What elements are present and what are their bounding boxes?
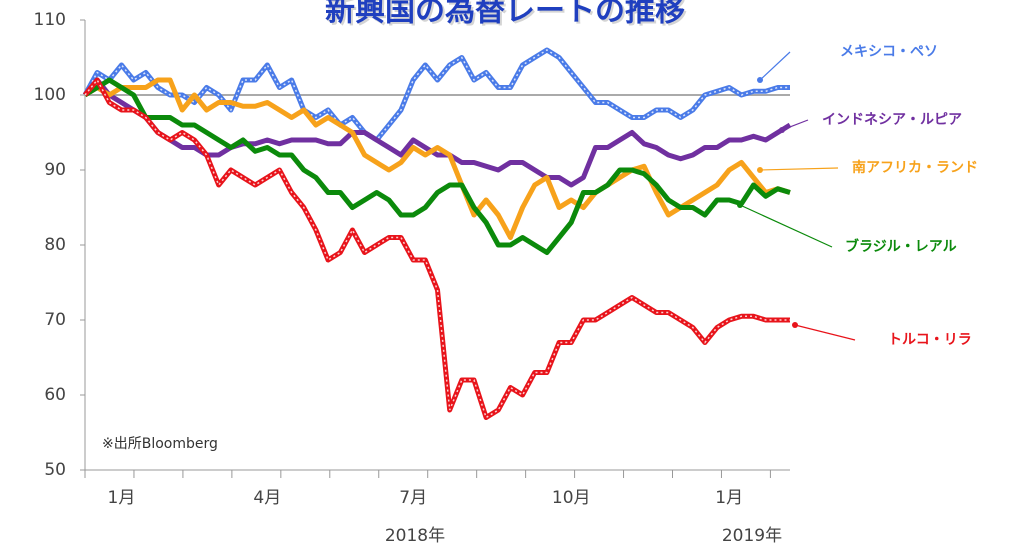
leader-line [794,324,856,341]
series-line-dots [84,49,790,141]
y-tick-label: 100 [34,85,66,105]
leader-line [781,119,809,131]
leader-line [759,51,791,81]
leader-head [757,167,763,173]
leader-head [757,77,763,83]
y-tick-label: 70 [44,310,66,330]
series-line [83,77,791,255]
x-tick-label: 4月 [253,488,281,508]
chart-title-shadow: 新興国の為替レートの推移 [327,0,687,31]
y-tick-label: 50 [44,460,66,480]
y-tick-label: 80 [44,235,66,255]
series-line [83,77,791,240]
y-tick-label: 110 [34,10,66,30]
x-tick-label: 1月 [108,488,136,508]
leader-head [792,322,798,328]
leader-line [759,167,839,171]
x-tick-label: 7月 [399,488,427,508]
y-tick-label: 90 [44,160,66,180]
series-line-dots [84,78,790,419]
series-label: ブラジル・レアル [845,238,957,255]
year-label: 2018年 [385,526,445,546]
series-label: インドネシア・ルピア [822,112,962,128]
y-tick-label: 60 [44,385,66,405]
chart-title: 新興国の為替レートの推移 [325,0,685,29]
leader-line [739,204,833,248]
source-note: ※出所Bloomberg [102,436,218,452]
leader-head [737,202,743,208]
leader-head [779,127,785,133]
year-label: 2019年 [722,526,782,546]
series-label: トルコ・リラ [888,332,972,348]
x-tick-label: 10月 [552,488,591,508]
series-label: 南アフリカ・ランド [852,159,978,176]
series-label: メキシコ・ペソ [840,44,938,60]
x-tick-label: 1月 [715,488,743,508]
series-line [83,77,790,420]
